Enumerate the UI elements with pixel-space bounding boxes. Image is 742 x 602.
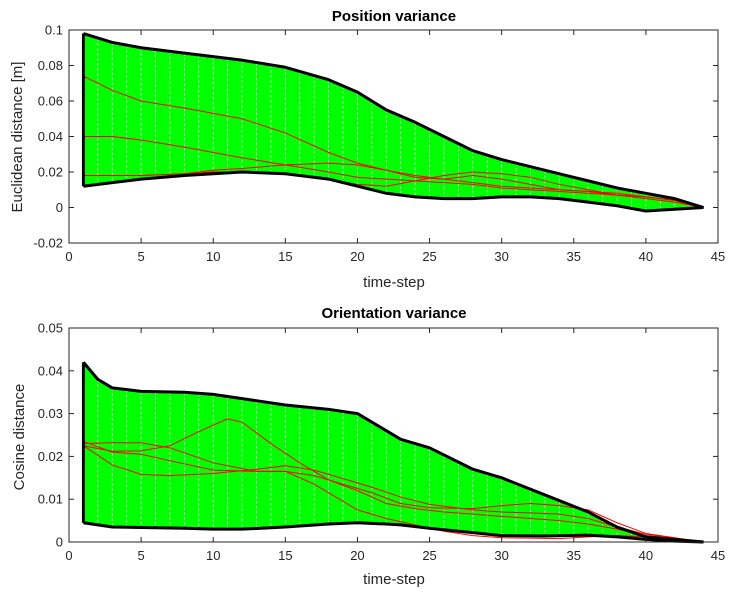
- x-tick-label: 45: [711, 249, 725, 264]
- x-tick-label: 0: [65, 548, 72, 563]
- upper-bound-line: [82, 361, 704, 544]
- x-tick-label: 5: [137, 249, 144, 264]
- upper-bound-line: [82, 32, 705, 209]
- y-tick-label: 0.08: [38, 58, 63, 73]
- x-tick-label: 5: [137, 548, 144, 563]
- y-tick-label: -0.02: [33, 236, 63, 251]
- x-tick-label: 20: [350, 249, 364, 264]
- variance-band: [83, 362, 704, 542]
- chart-title: Position variance: [332, 8, 456, 25]
- x-tick-label: 40: [639, 249, 653, 264]
- trajectory-line-4: [83, 171, 704, 208]
- x-tick-label: 35: [567, 249, 581, 264]
- x-tick-label: 20: [350, 548, 364, 563]
- x-tick-label: 35: [567, 548, 581, 563]
- orientation-variance-panel: Orientation variance time-step Cosine di…: [11, 305, 725, 588]
- y-tick-label: 0: [56, 535, 63, 550]
- trajectory-line-3: [83, 445, 704, 543]
- y-axis-label: Euclidean distance [m]: [9, 62, 26, 213]
- trajectory-line-1: [83, 75, 704, 208]
- x-tick-label: 25: [422, 548, 436, 563]
- x-tick-label: 0: [65, 249, 72, 264]
- lower-bound-line: [83, 521, 704, 544]
- y-axis-label: Cosine distance: [11, 384, 28, 491]
- x-axis-label: time-step: [363, 571, 425, 588]
- x-tick-label: 10: [206, 548, 220, 563]
- x-tick-label: 30: [494, 249, 508, 264]
- x-tick-label: 45: [711, 548, 725, 563]
- x-axis-label: time-step: [363, 274, 425, 291]
- variance-band: [83, 33, 704, 212]
- position-variance-panel: Position variance time-step Euclidean di…: [9, 8, 725, 291]
- y-tick-label: 0.04: [38, 363, 63, 378]
- x-tick-label: 15: [278, 548, 292, 563]
- x-tick-label: 25: [422, 249, 436, 264]
- trajectory-line-2: [83, 442, 704, 543]
- x-tick-label: 15: [278, 249, 292, 264]
- y-tick-label: 0.02: [38, 165, 63, 180]
- trajectory-line-1: [83, 418, 704, 543]
- trajectory-line-3: [83, 162, 704, 208]
- y-tick-label: 0: [56, 200, 63, 215]
- y-tick-label: 0.03: [38, 406, 63, 421]
- x-tick-label: 10: [206, 249, 220, 264]
- y-tick-label: 0.04: [38, 129, 63, 144]
- x-tick-label: 40: [639, 548, 653, 563]
- axes-box: [68, 327, 719, 543]
- chart-title: Orientation variance: [321, 305, 466, 322]
- y-tick-label: 0.02: [38, 449, 63, 464]
- lower-bound-line: [83, 170, 704, 213]
- x-tick-label: 30: [494, 548, 508, 563]
- y-tick-label: 0.1: [45, 23, 63, 38]
- y-tick-label: 0.01: [38, 492, 63, 507]
- y-tick-label: 0.06: [38, 94, 63, 109]
- y-tick-label: 0.05: [38, 321, 63, 336]
